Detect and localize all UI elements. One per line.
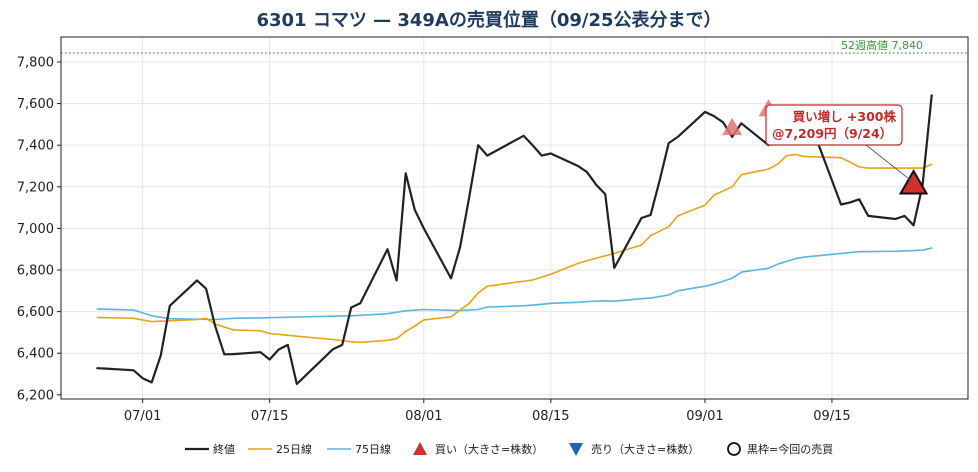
grid (61, 37, 968, 399)
y-tick-label: 7,200 (17, 180, 54, 195)
y-tick-label: 7,600 (17, 97, 54, 112)
x-tick-label: 07/15 (251, 409, 288, 424)
legend-swatch-sell-triangle (569, 443, 583, 456)
x-tick-label: 09/01 (686, 409, 723, 424)
ref-line-group: 52週高値 7,840 (61, 38, 968, 54)
buy-marker (722, 117, 743, 136)
legend-label: 25日線 (276, 442, 312, 456)
annotation-box (765, 104, 903, 146)
y-tick-label: 6,400 (17, 347, 54, 362)
series-ma75-line (96, 247, 933, 321)
legend-label: 75日線 (355, 442, 391, 456)
x-tick-label: 08/15 (532, 409, 569, 424)
series-ma25-line (96, 153, 933, 344)
chart-title: 6301 コマツ — 349Aの売買位置（09/25公表分まで） (256, 9, 721, 31)
y-tick-label: 6,600 (17, 305, 54, 320)
annotation-line2: @7,209円（9/24） (772, 126, 892, 141)
x-tick-label: 08/01 (405, 409, 442, 424)
y-axis: 6,200 6,400 6,600 6,800 7,000 7,200 7,400 7,600… (17, 55, 61, 403)
x-tick-label: 07/01 (124, 409, 161, 424)
x-axis: 07/01 07/15 08/01 08/15 09/01 09/15 (124, 399, 851, 424)
legend-label: 黒枠=今回の売買 (747, 442, 833, 456)
ref-line-label: 52週高値 7,840 (841, 38, 923, 52)
annotation-leader-line (865, 144, 912, 182)
legend-label: 売り（大きさ=株数） (591, 442, 699, 456)
legend-swatch-buy-triangle (413, 442, 427, 455)
annotation-line1: 買い増し +300株 (793, 109, 897, 124)
y-tick-label: 6,200 (17, 388, 54, 403)
y-tick-label: 7,000 (17, 222, 54, 237)
legend-swatch-circle (727, 442, 741, 456)
x-tick-label: 09/15 (813, 409, 850, 424)
annotation-group: 買い増し +300株 @7,209円（9/24） (765, 104, 912, 182)
legend-label: 買い（大きさ=株数） (435, 442, 543, 456)
plot-frame (60, 36, 969, 400)
legend: 終値 25日線 75日線 買い（大きさ=株数） 売り（大きさ=株数） 黒枠=今回の売買 (185, 442, 833, 456)
y-tick-label: 6,800 (17, 264, 54, 279)
y-tick-label: 7,400 (17, 139, 54, 154)
y-tick-label: 7,800 (17, 55, 54, 70)
legend-label: 終値 (213, 442, 235, 456)
buy-marker-current (898, 168, 929, 195)
